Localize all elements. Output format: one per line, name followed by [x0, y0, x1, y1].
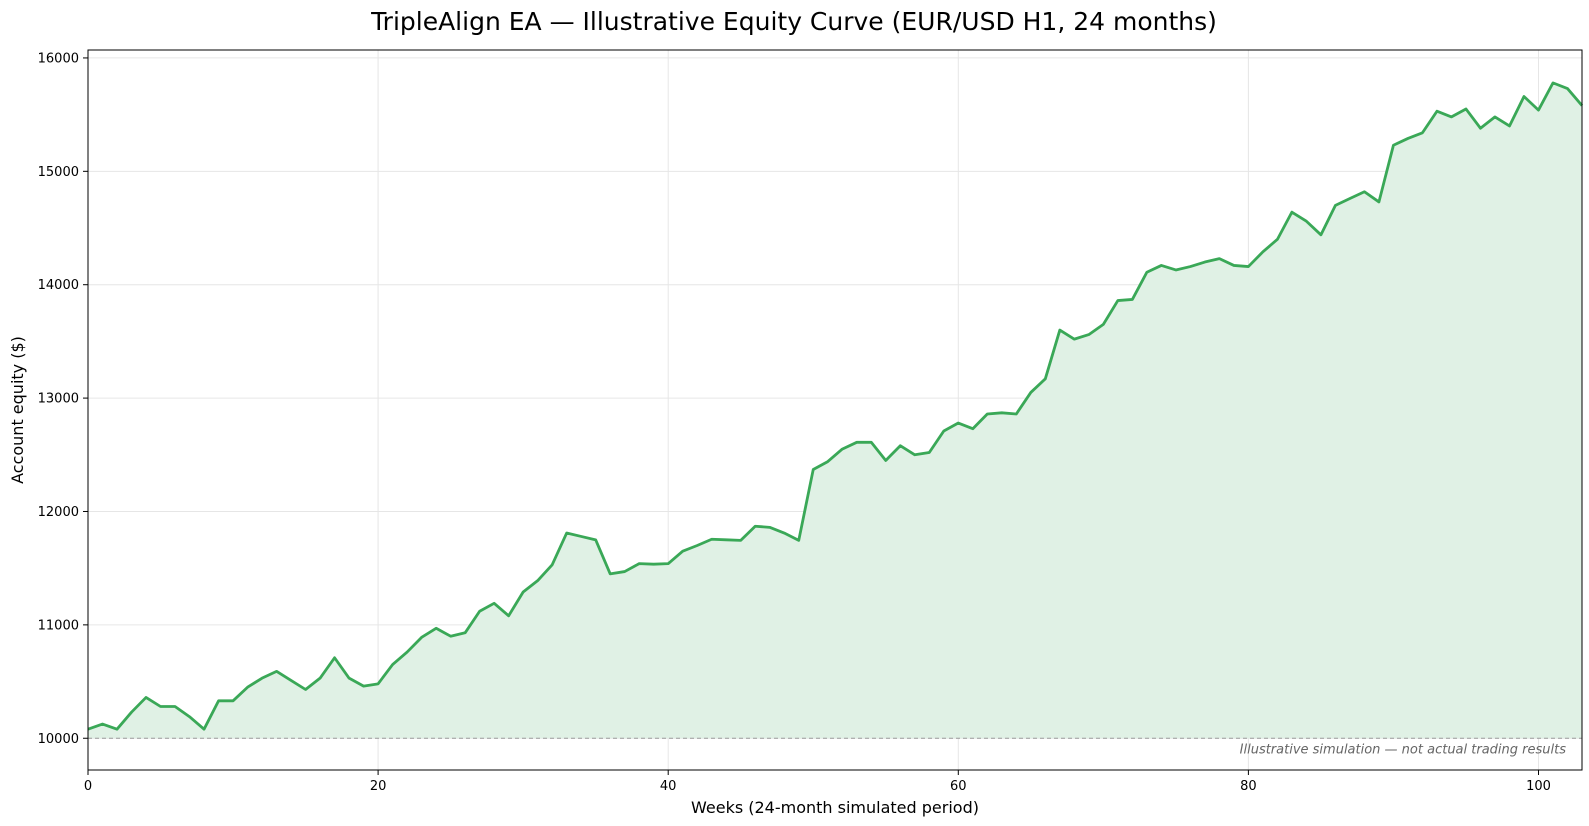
x-axis-label: Weeks (24-month simulated period): [691, 798, 979, 817]
y-tick-label-16000: 16000: [38, 51, 79, 66]
y-tick-label-12000: 12000: [38, 505, 79, 520]
y-tick-label-14000: 14000: [38, 278, 79, 293]
x-tick-label-0: 0: [84, 779, 92, 794]
disclaimer-annotation: Illustrative simulation — not actual tra…: [1240, 742, 1567, 757]
y-tick-label-15000: 15000: [38, 165, 79, 180]
x-tick-label-80: 80: [1240, 779, 1257, 794]
chart-title: TripleAlign EA — Illustrative Equity Cur…: [370, 7, 1217, 36]
y-tick-label-10000: 10000: [38, 732, 79, 747]
y-tick-label-11000: 11000: [38, 618, 79, 633]
x-tick-label-60: 60: [950, 779, 967, 794]
y-tick-label-13000: 13000: [38, 392, 79, 407]
x-axis-ticks: 0 20 40 60 80 100: [84, 770, 1551, 794]
x-tick-label-20: 20: [370, 779, 387, 794]
equity-series-line: [87, 81, 1584, 731]
x-tick-label-100: 100: [1526, 779, 1551, 794]
y-axis-ticks: 10000 11000 12000 13000 14000 15000 16000: [38, 51, 88, 747]
plot-frame: [87, 49, 1583, 771]
y-axis-label: Account equity ($): [8, 336, 27, 484]
x-tick-label-40: 40: [660, 779, 677, 794]
equity-area-fill: [88, 82, 1582, 739]
